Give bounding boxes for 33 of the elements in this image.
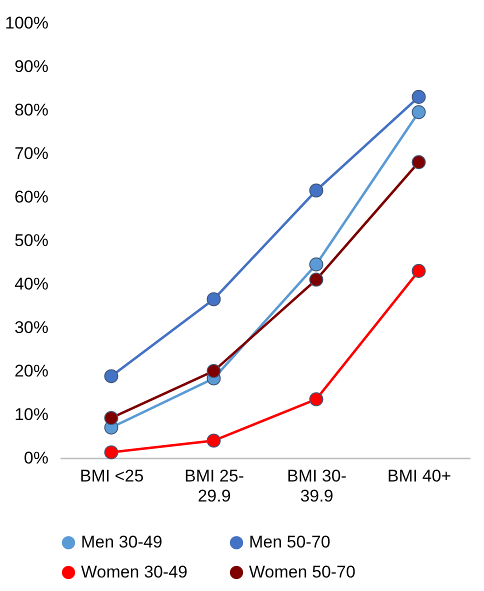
legend-label: Women 50-70 — [249, 562, 356, 582]
y-tick-label: 20% — [14, 362, 48, 380]
point — [412, 105, 426, 120]
point — [206, 364, 221, 378]
point — [104, 369, 118, 384]
point — [412, 90, 426, 104]
point — [309, 257, 324, 272]
legend-label: Men 30-49 — [81, 532, 162, 552]
point — [412, 155, 426, 170]
point — [309, 272, 324, 287]
y-tick-label: 100% — [5, 14, 48, 32]
y-tick-label: 50% — [14, 231, 48, 250]
y-tick-label: 60% — [14, 188, 48, 206]
x-tick-label: BMI <25 — [80, 466, 144, 486]
point — [412, 264, 426, 278]
y-tick-label: 0% — [24, 448, 48, 468]
point — [206, 434, 221, 448]
y-tick-label: 30% — [14, 318, 48, 337]
y-tick-label: 90% — [14, 57, 48, 76]
point — [206, 292, 221, 306]
point — [309, 392, 324, 406]
x-tick-label: BMI 25-29.9 — [184, 466, 244, 506]
x-tick-label: BMI 40+ — [387, 466, 452, 486]
point — [309, 183, 324, 198]
y-tick-label: 40% — [14, 274, 48, 294]
y-tick-label: 10% — [14, 405, 48, 424]
point — [104, 410, 118, 425]
legend-label: Women 30-49 — [81, 562, 188, 582]
point — [104, 445, 118, 460]
x-tick-label: BMI 30-39.9 — [286, 466, 347, 506]
legend-label: Men 50-70 — [249, 532, 330, 552]
y-tick-label: 70% — [14, 144, 48, 163]
y-tick-label: 80% — [14, 100, 48, 120]
